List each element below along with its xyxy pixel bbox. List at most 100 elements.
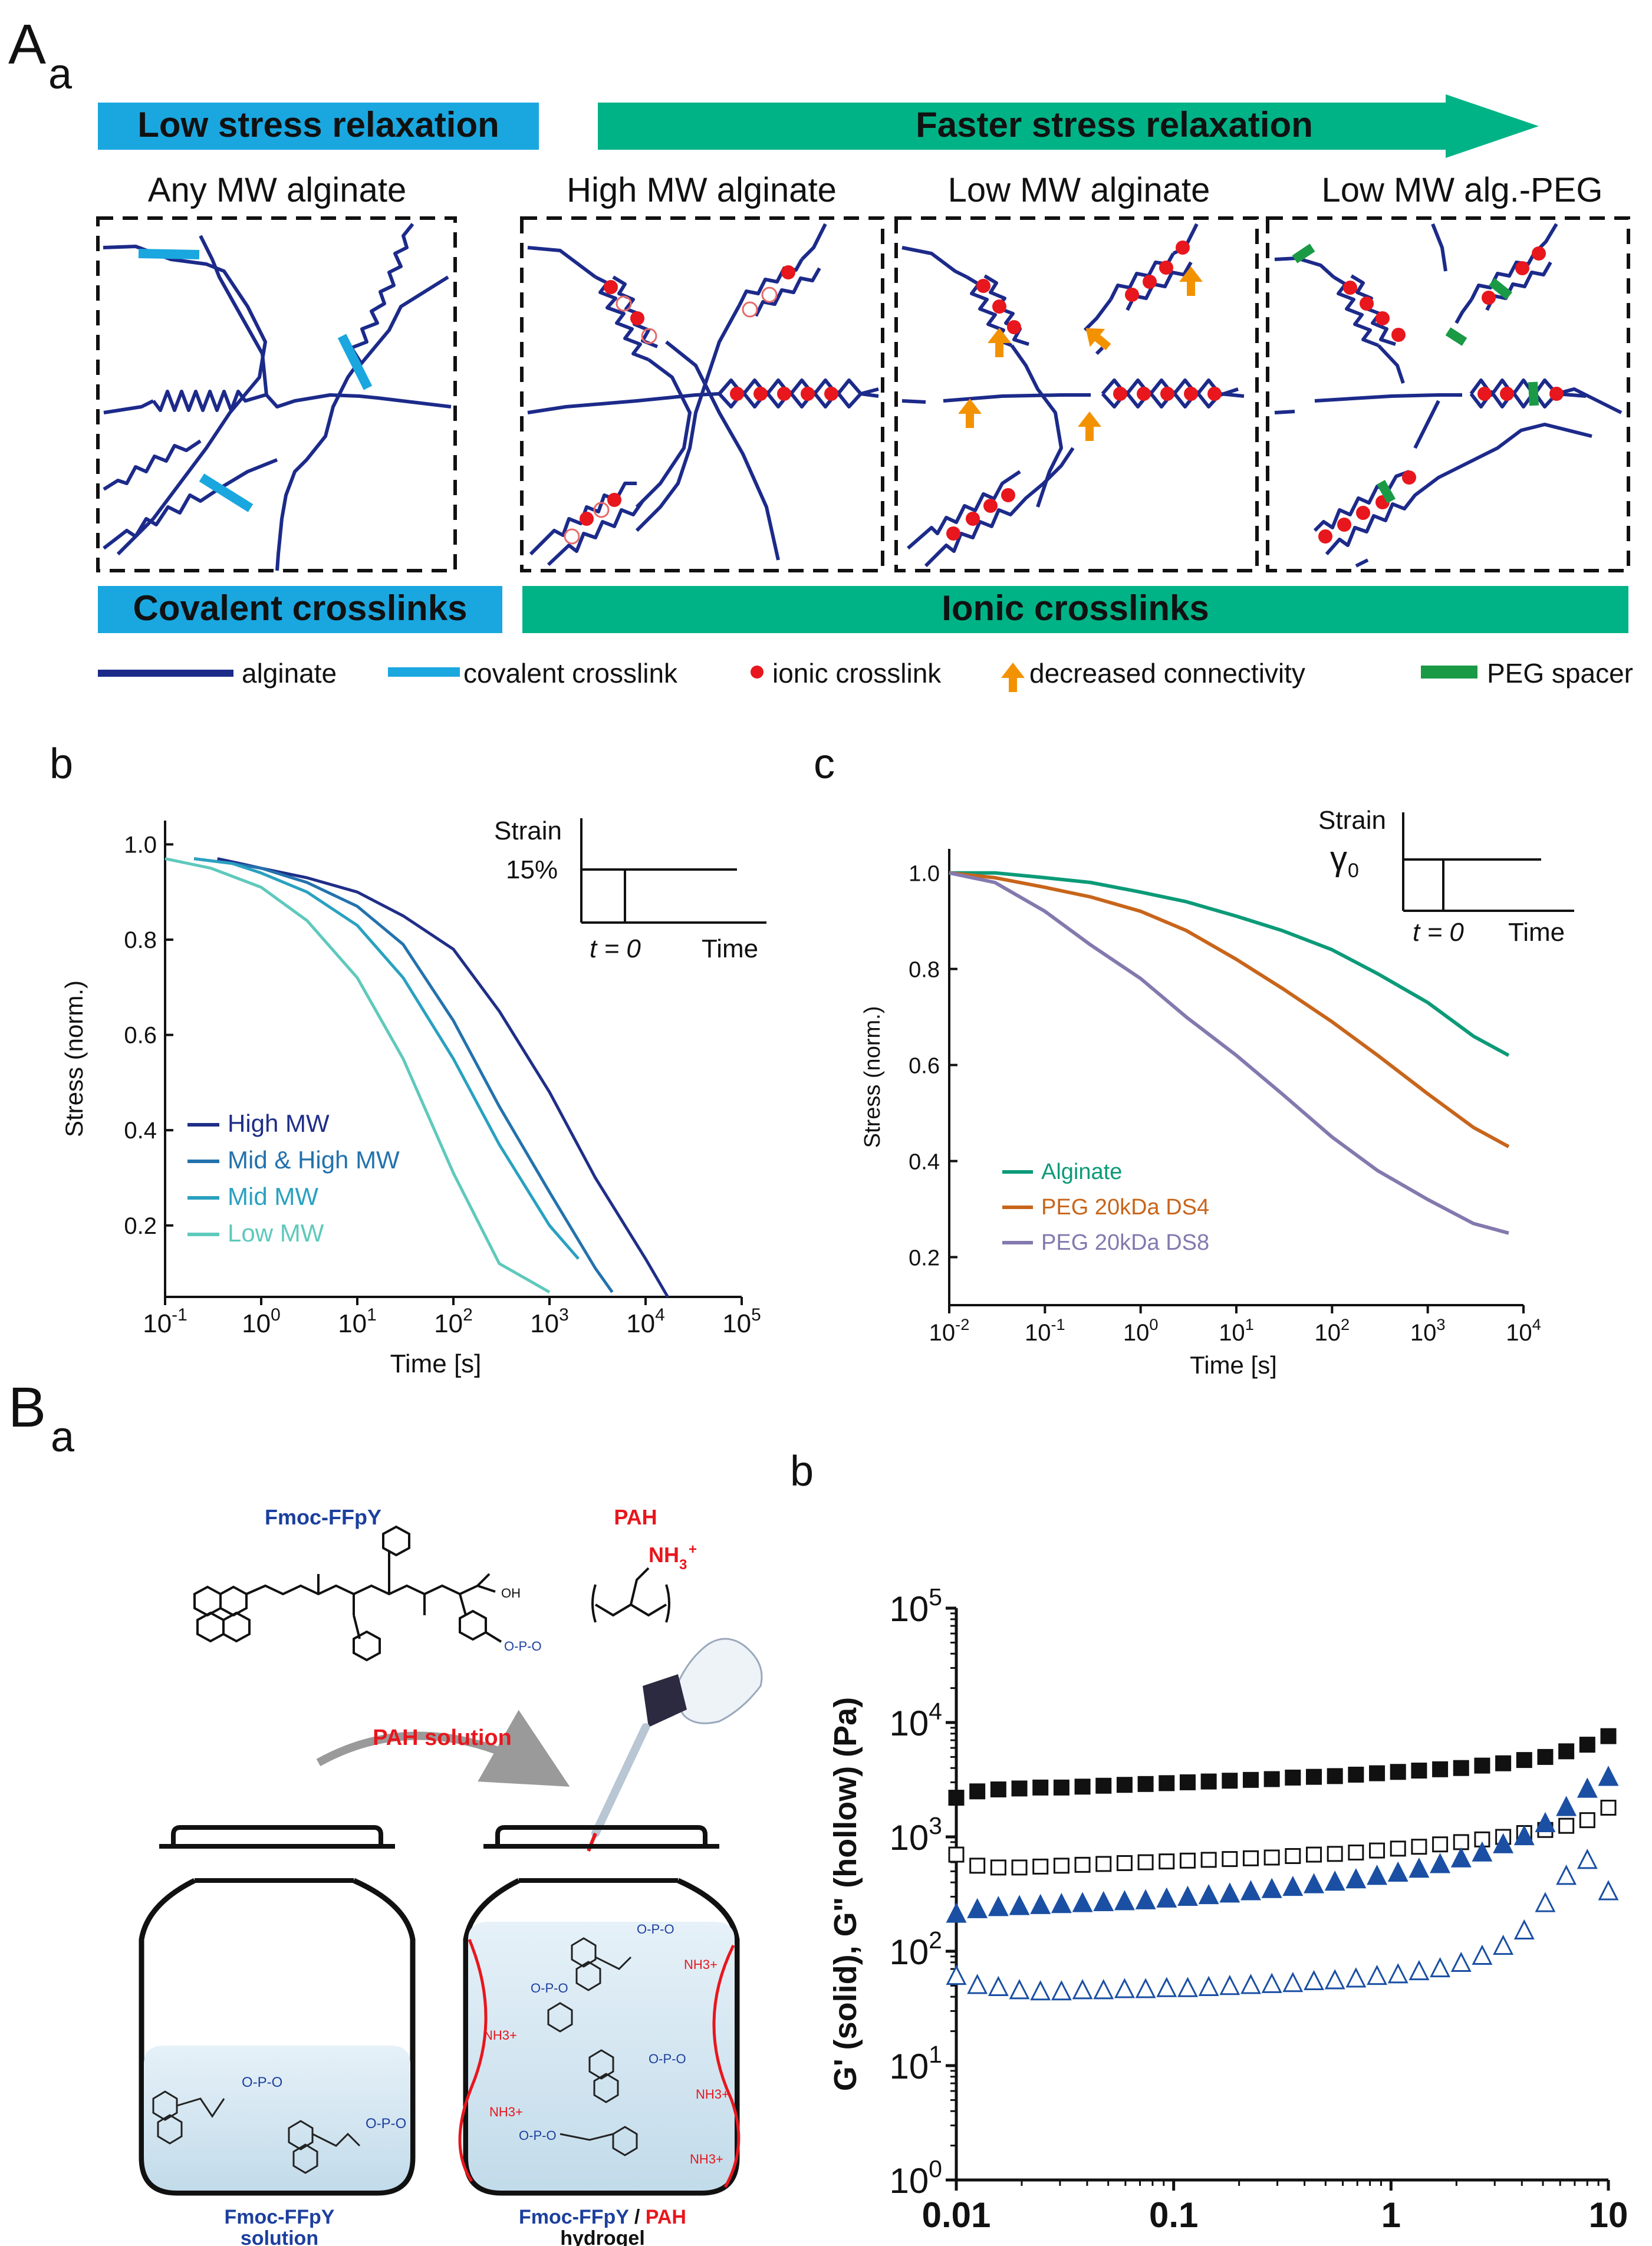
data-point-triangle bbox=[1135, 1889, 1156, 1909]
data-point-triangle bbox=[1240, 1974, 1261, 1994]
inset-t0-b: t = 0 bbox=[590, 934, 641, 963]
panel-label-ac: c bbox=[814, 740, 835, 788]
jar-solution: O-P-O O-P-O bbox=[139, 1825, 416, 2196]
data-point-square bbox=[1579, 1737, 1595, 1753]
data-point-triangle bbox=[1304, 1873, 1324, 1893]
pipette-icon bbox=[587, 1638, 763, 1852]
box-title-any-mw: Any MW alginate bbox=[148, 171, 406, 209]
data-point-square bbox=[1053, 1858, 1069, 1874]
svg-text:NH3+: NH3+ bbox=[696, 2087, 729, 2102]
data-point-triangle bbox=[1177, 1977, 1198, 1997]
data-point-triangle bbox=[1114, 1978, 1135, 1998]
y-tick-label: 1.0 bbox=[909, 862, 940, 887]
panel-bb: b 0.01 0.1 1 10 100 101 102 103 104 105 G' (solid)… bbox=[790, 1448, 1628, 2235]
data-point-triangle bbox=[988, 1896, 1009, 1916]
data-point-triangle bbox=[1598, 1880, 1619, 1901]
panel-ba: B a Fmoc-FFpY PAH OH O-P-O bbox=[8, 1376, 763, 2246]
inset-strain-label-c: Strain bbox=[1318, 806, 1386, 835]
data-point-triangle bbox=[967, 1898, 988, 1918]
svg-text:NH3+: NH3+ bbox=[489, 2105, 523, 2119]
data-point-square bbox=[1159, 1853, 1175, 1870]
data-point-triangle bbox=[1261, 1878, 1282, 1898]
molecule-pah-label: PAH bbox=[614, 1505, 657, 1529]
x-tick-label: 103 bbox=[1410, 1315, 1446, 1346]
data-point-triangle bbox=[1493, 1934, 1514, 1955]
data-point-triangle bbox=[1324, 1969, 1345, 1990]
data-point-square bbox=[1095, 1777, 1112, 1794]
y-tick-label: 103 bbox=[890, 1812, 942, 1858]
data-point-square bbox=[1369, 1765, 1386, 1781]
y-tick-label: 0.6 bbox=[124, 1023, 157, 1049]
data-point-square bbox=[1432, 1836, 1449, 1853]
x-tick-label: 10-2 bbox=[929, 1315, 970, 1346]
inset-strain-c: Strain γ 0 t = 0 Time bbox=[1318, 806, 1574, 947]
data-point-triangle bbox=[1556, 1796, 1577, 1816]
data-point-triangle bbox=[1598, 1766, 1619, 1786]
data-point-square bbox=[1285, 1769, 1301, 1786]
data-point-triangle bbox=[1556, 1865, 1577, 1885]
y-tick-label: 104 bbox=[890, 1698, 942, 1743]
data-point-square bbox=[990, 1859, 1006, 1876]
y-tick-label: 0.2 bbox=[124, 1213, 157, 1239]
y-axis-label: Stress (norm.) bbox=[860, 1006, 885, 1148]
y-tick-label: 0.8 bbox=[909, 958, 940, 983]
banner-covalent-bg bbox=[98, 586, 502, 633]
data-point-square bbox=[1159, 1775, 1175, 1791]
data-point-square bbox=[1011, 1780, 1028, 1797]
data-point-square bbox=[1390, 1840, 1406, 1857]
pah-amine-sub: 3 bbox=[679, 1557, 687, 1573]
data-point-triangle bbox=[1156, 1977, 1177, 1997]
legend-label: Mid & High MW bbox=[228, 1146, 400, 1174]
x-tick-label: 10 bbox=[1589, 2195, 1628, 2235]
data-point-triangle bbox=[1535, 1892, 1556, 1912]
data-point-triangle bbox=[1345, 1868, 1367, 1889]
panel-sublabel-a: a bbox=[48, 51, 73, 98]
data-point-triangle bbox=[1114, 1890, 1135, 1911]
y-tick-label: 0.4 bbox=[909, 1150, 940, 1175]
panel-label-b: B bbox=[8, 1376, 46, 1439]
legend-decreased-icon bbox=[1001, 663, 1025, 692]
svg-text:NH3+: NH3+ bbox=[684, 1957, 718, 1972]
legend-label: Alginate bbox=[1041, 1160, 1122, 1184]
x-tick-label: 102 bbox=[1315, 1315, 1350, 1346]
data-point-square bbox=[1242, 1771, 1259, 1788]
data-point-square bbox=[969, 1858, 986, 1874]
data-point-square bbox=[1495, 1755, 1512, 1771]
banner-low-bg bbox=[98, 103, 539, 150]
data-point-triangle bbox=[1345, 1967, 1367, 1988]
data-point-square bbox=[1558, 1817, 1575, 1834]
x-tick-label: 104 bbox=[1506, 1315, 1541, 1346]
legend-peg: PEG spacer bbox=[1487, 658, 1633, 689]
y-tick-label: 0.6 bbox=[909, 1054, 940, 1079]
panel-label-a: A bbox=[8, 13, 46, 76]
x-tick-label: 10-1 bbox=[1025, 1315, 1065, 1346]
data-point-square bbox=[1179, 1774, 1196, 1790]
legend-label: Low MW bbox=[228, 1219, 324, 1247]
chart-stress-relaxation-peg: 10-2 10-1 100 101 102 103 104 0.2 0.4 0.6 0.8 1.0 Ti… bbox=[860, 849, 1541, 1379]
data-point-square bbox=[1222, 1851, 1238, 1868]
data-point-square bbox=[1579, 1812, 1595, 1829]
schematic-low-mw bbox=[894, 216, 1259, 572]
box-title-low-mw: Low MW alginate bbox=[948, 171, 1210, 209]
data-point-square bbox=[1453, 1760, 1469, 1776]
data-point-square bbox=[1369, 1842, 1386, 1859]
inset-time-c: Time bbox=[1508, 918, 1565, 947]
data-point-triangle bbox=[1198, 1883, 1219, 1905]
legend-label: High MW bbox=[228, 1109, 330, 1137]
data-point-triangle bbox=[1409, 1857, 1430, 1878]
data-point-triangle bbox=[1177, 1885, 1198, 1906]
data-point-triangle bbox=[1493, 1833, 1514, 1853]
legend-label: PEG 20kDa DS4 bbox=[1041, 1195, 1209, 1220]
jar1-caption-line2: solution bbox=[241, 2227, 318, 2246]
data-point-square bbox=[1390, 1764, 1406, 1780]
data-point-square bbox=[1537, 1748, 1554, 1765]
panel-ac: c 10-2 10-1 100 101 102 103 104 0.2 0.4 0.6 0.8 1.0… bbox=[814, 740, 1574, 1379]
x-tick-label: 105 bbox=[722, 1305, 761, 1338]
data-point-square bbox=[1474, 1757, 1490, 1774]
series-line bbox=[949, 871, 1510, 1057]
schematic-high-mw bbox=[520, 216, 884, 572]
data-point-square bbox=[948, 1790, 965, 1806]
svg-text:O-P-O: O-P-O bbox=[242, 2074, 282, 2090]
data-point-square bbox=[1411, 1763, 1427, 1779]
data-point-square bbox=[1263, 1771, 1280, 1787]
